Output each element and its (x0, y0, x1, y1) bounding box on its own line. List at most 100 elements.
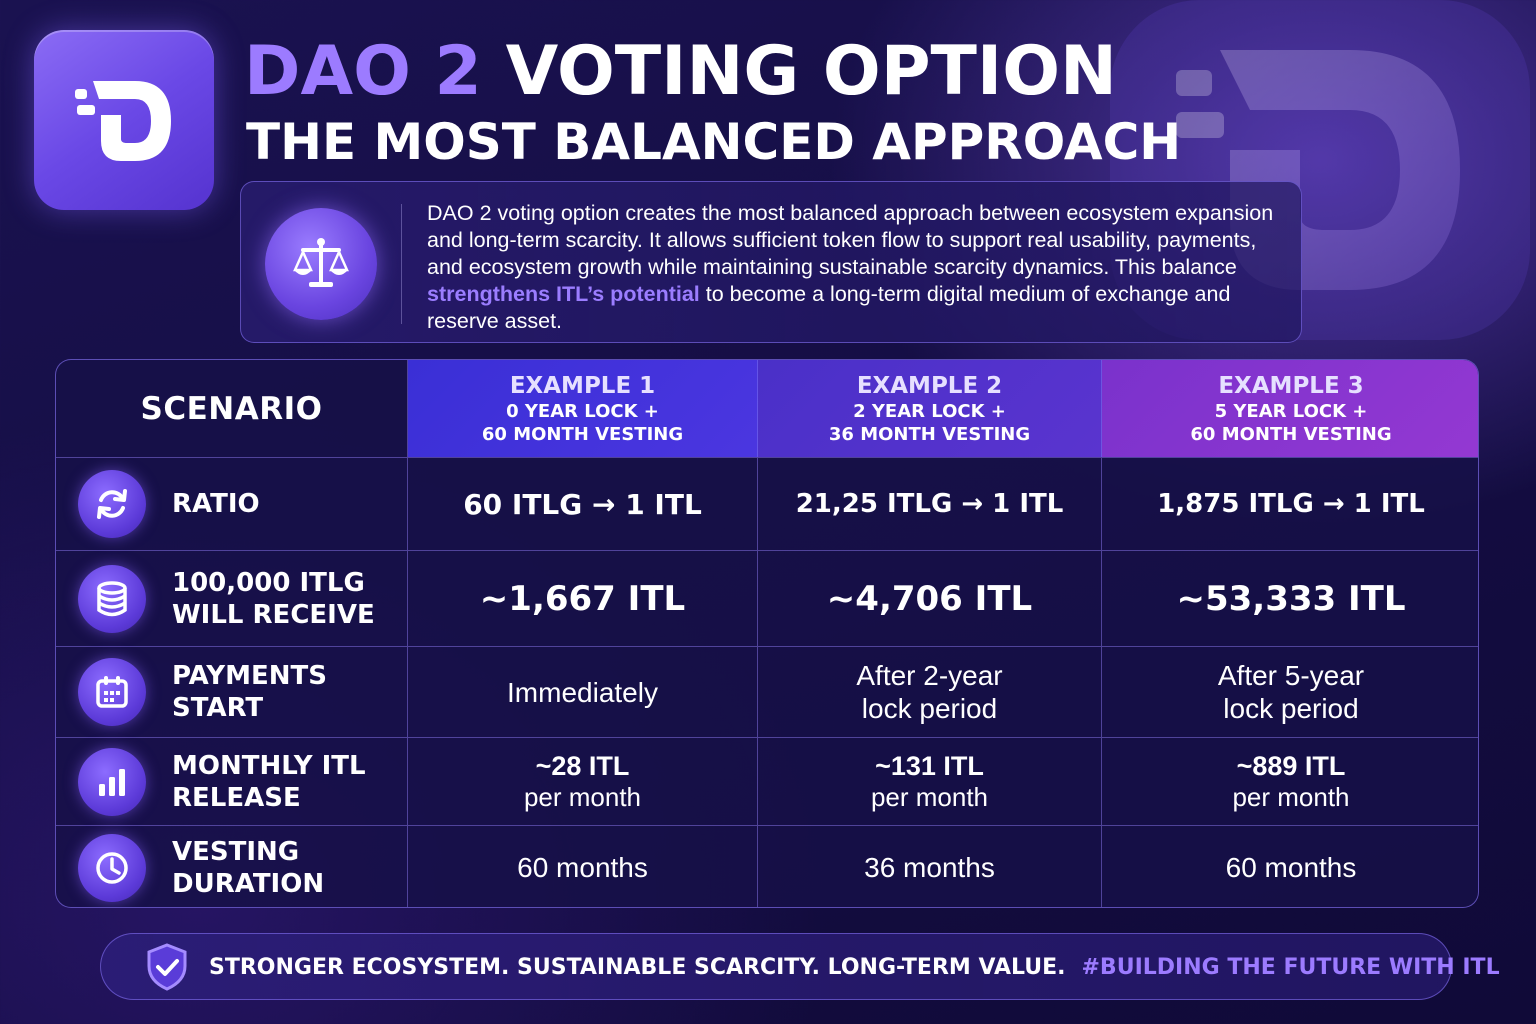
table-row-ratio: RATIO 60 ITLG → 1 ITL 21,25 ITLG → 1 ITL… (56, 458, 1478, 551)
description-text-after: to become a long-term digital medium of … (427, 282, 1231, 333)
header-example-1: EXAMPLE 1 0 YEAR LOCK + 60 MONTH VESTING (408, 360, 758, 457)
value-line-1: Immediately (507, 676, 658, 708)
row-label-line-1: MONTHLY ITL (172, 750, 366, 781)
clock-icon (96, 851, 128, 884)
value-line-1: After 2-year (856, 660, 1003, 691)
page-subtitle: THE MOST BALANCED APPROACH (246, 113, 1182, 171)
row-label: PAYMENTS START (172, 660, 327, 724)
scale-icon (293, 238, 349, 287)
calendar-icon (96, 676, 128, 708)
value-line-2: per month (1232, 781, 1350, 812)
footer-hashtag: #BUILDING THE FUTURE WITH ITL (1081, 955, 1500, 980)
clock-icon-badge (78, 833, 146, 902)
row-label-line-1: VESTING (172, 836, 300, 867)
footer-text: STRONGER ECOSYSTEM. SUSTAINABLE SCARCITY… (209, 934, 1500, 1001)
row-label-cell: PAYMENTS START (56, 647, 408, 737)
itl-logo-icon (75, 81, 171, 161)
value-line-1: ~889 ITL (1236, 750, 1346, 781)
bar-chart-icon-badge (78, 747, 146, 816)
row-label-cell: RATIO (56, 458, 408, 550)
row-label-cell: VESTING DURATION (56, 826, 408, 907)
value-cell: 60 ITLG → 1 ITL (408, 458, 758, 550)
example-line-2: 60 MONTH VESTING (1190, 423, 1392, 445)
value-cell: 36 months (758, 826, 1102, 907)
table-row-vesting-duration: VESTING DURATION 60 months 36 months 60 … (56, 826, 1478, 907)
value-line-2: per month (523, 781, 642, 812)
example-title: EXAMPLE 3 (1218, 372, 1364, 399)
example-line-1: 2 YEAR LOCK + (853, 400, 1006, 422)
value-line-2: lock period (1223, 693, 1359, 724)
value-cell: 60 months (1102, 826, 1478, 907)
header-example-3: EXAMPLE 3 5 YEAR LOCK + 60 MONTH VESTING (1102, 360, 1478, 457)
row-label-line-2: DURATION (172, 868, 325, 899)
header-example-2: EXAMPLE 2 2 YEAR LOCK + 36 MONTH VESTING (758, 360, 1102, 457)
footer-banner: STRONGER ECOSYSTEM. SUSTAINABLE SCARCITY… (100, 933, 1500, 1000)
comparison-table: SCENARIO EXAMPLE 1 0 YEAR LOCK + 60 MONT… (55, 359, 1479, 908)
value-cell: After 2-year lock period (758, 647, 1102, 737)
value-cell: ~28 ITL per month (408, 738, 758, 825)
value-cell: Immediately (408, 647, 758, 737)
value-line-1: 60 months (517, 851, 648, 883)
row-label: 100,000 ITLG WILL RECEIVE (172, 567, 375, 631)
row-label-line-1: 100,000 ITLG (172, 567, 365, 598)
row-label-cell: 100,000 ITLG WILL RECEIVE (56, 551, 408, 646)
value-line-1: ~4,706 ITL (826, 578, 1033, 619)
value-cell: 21,25 ITLG → 1 ITL (758, 458, 1102, 550)
value-line-1: ~1,667 ITL (479, 578, 686, 619)
value-line-1: ~131 ITL (875, 750, 984, 781)
app-logo (34, 30, 214, 210)
value-cell: ~53,333 ITL (1102, 551, 1478, 646)
description-divider (401, 204, 402, 324)
row-label-cell: MONTHLY ITL RELEASE (56, 738, 408, 825)
row-label: RATIO (172, 488, 260, 520)
scale-icon-badge (265, 208, 377, 320)
example-line-2: 36 MONTH VESTING (828, 423, 1031, 445)
value-cell: ~889 ITL per month (1102, 738, 1478, 825)
row-label-line-2: WILL RECEIVE (172, 599, 375, 630)
row-label-line-2: START (172, 693, 264, 723)
table-row-payments-start: PAYMENTS START Immediately After 2-year … (56, 647, 1478, 738)
value-cell: 60 months (408, 826, 758, 907)
value-line-2: per month (870, 781, 989, 812)
coins-icon (97, 580, 127, 616)
description-highlight: strengthens ITL’s potential (427, 282, 700, 306)
row-label-line-1: PAYMENTS (172, 661, 327, 691)
row-label-line-1: RATIO (172, 489, 260, 519)
value-line-2: lock period (861, 693, 998, 724)
title-accent: DAO 2 (244, 32, 482, 111)
example-line-1: 0 YEAR LOCK + (506, 400, 659, 422)
value-line-1: 1,875 ITLG → 1 ITL (1157, 489, 1425, 519)
row-label: VESTING DURATION (172, 836, 324, 900)
example-title: EXAMPLE 1 (509, 372, 656, 399)
table-row-monthly-release: MONTHLY ITL RELEASE ~28 ITL per month ~1… (56, 738, 1478, 826)
value-line-1: ~53,333 ITL (1176, 578, 1406, 619)
value-cell: After 5-year lock period (1102, 647, 1478, 737)
table-header-row: SCENARIO EXAMPLE 1 0 YEAR LOCK + 60 MONT… (56, 360, 1478, 458)
value-line-1: ~28 ITL (535, 750, 630, 781)
coins-icon-badge (78, 564, 146, 633)
table-row-will-receive: 100,000 ITLG WILL RECEIVE ~1,667 ITL ~4,… (56, 551, 1478, 647)
calendar-icon-badge (78, 658, 146, 726)
value-line-1: 60 months (1225, 851, 1357, 883)
description-text: DAO 2 voting option creates the most bal… (427, 200, 1287, 335)
shield-check-icon (147, 943, 187, 991)
value-cell: 1,875 ITLG → 1 ITL (1102, 458, 1478, 550)
description-panel: DAO 2 voting option creates the most bal… (240, 181, 1302, 343)
footer-slogan: STRONGER ECOSYSTEM. SUSTAINABLE SCARCITY… (209, 955, 1066, 980)
example-title: EXAMPLE 2 (856, 372, 1003, 399)
value-line-1: 21,25 ITLG → 1 ITL (795, 489, 1064, 519)
description-text-before: DAO 2 voting option creates the most bal… (427, 201, 1274, 279)
value-cell: ~131 ITL per month (758, 738, 1102, 825)
value-line-1: 60 ITLG → 1 ITL (463, 487, 702, 521)
value-line-1: 36 months (864, 851, 995, 883)
title-rest: VOTING OPTION (505, 32, 1117, 111)
page-title: DAO 2 VOTING OPTION (244, 30, 1117, 114)
header-scenario: SCENARIO (56, 360, 408, 457)
example-line-2: 60 MONTH VESTING (481, 423, 684, 445)
example-line-1: 5 YEAR LOCK + (1214, 400, 1368, 422)
row-label: MONTHLY ITL RELEASE (172, 750, 366, 814)
value-cell: ~1,667 ITL (408, 551, 758, 646)
bar-chart-icon (99, 768, 125, 796)
value-cell: ~4,706 ITL (758, 551, 1102, 646)
refresh-icon-badge (78, 470, 146, 538)
